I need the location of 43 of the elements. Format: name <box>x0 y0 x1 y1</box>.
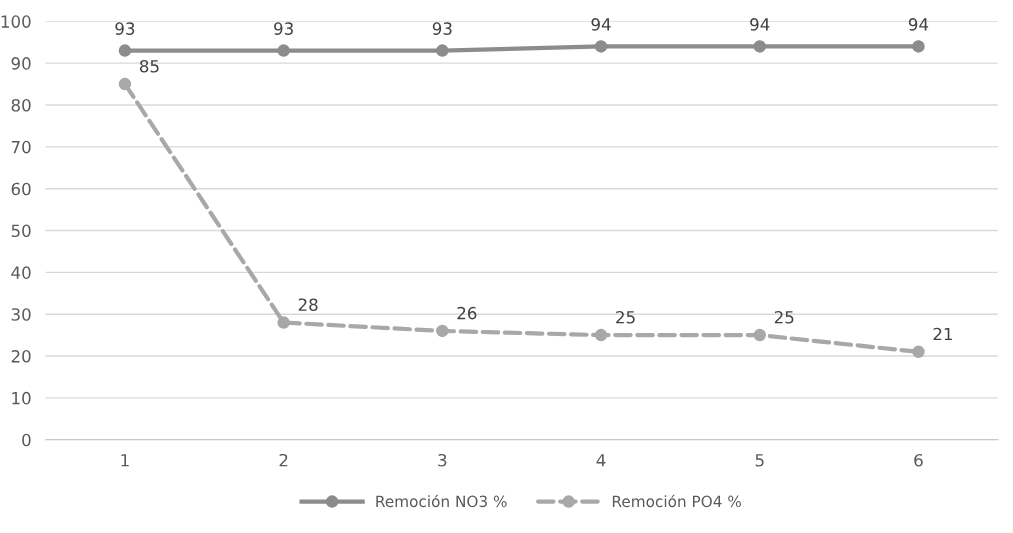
legend-label: Remoción NO3 % <box>376 494 507 508</box>
y-tick-label: 70 <box>11 140 31 154</box>
data-label: 94 <box>750 18 770 31</box>
point <box>912 345 925 359</box>
y-tick-label: 10 <box>12 391 31 405</box>
legend-label: Remoción PO4 % <box>612 494 741 508</box>
data-label: 85 <box>139 59 159 73</box>
data-label: 21 <box>933 327 953 341</box>
point <box>277 316 290 329</box>
point <box>118 44 132 57</box>
x-tick-label: 4 <box>596 454 606 467</box>
point <box>753 40 767 53</box>
y-tick-label: 90 <box>11 57 31 70</box>
y-tick-label: 30 <box>11 308 31 321</box>
y-tick-label: 0 <box>22 433 31 447</box>
point <box>594 328 608 342</box>
data-label: 93 <box>115 22 135 35</box>
y-tick-label: 60 <box>11 182 31 196</box>
data-label: 25 <box>616 310 635 324</box>
point <box>436 324 449 338</box>
x-tick-label: 2 <box>279 453 288 467</box>
data-label: 26 <box>457 306 477 320</box>
point <box>594 40 608 53</box>
data-label: 93 <box>274 22 293 35</box>
x-tick-label: 3 <box>438 453 447 467</box>
y-tick-label: 80 <box>11 98 31 112</box>
point <box>118 77 132 91</box>
data-label: 94 <box>908 18 929 31</box>
y-tick-label: 50 <box>11 224 31 238</box>
data-label: 28 <box>298 298 318 312</box>
x-tick-label: 5 <box>755 454 764 467</box>
x-tick-label: 1 <box>121 454 129 467</box>
data-label: 94 <box>591 18 611 31</box>
x-tick-label: 6 <box>914 453 923 467</box>
point <box>753 328 767 342</box>
y-tick-label: 100 <box>1 15 31 28</box>
y-tick-label: 40 <box>11 266 31 279</box>
y-tick-label: 20 <box>11 350 31 363</box>
point <box>436 44 449 57</box>
data-label: 93 <box>432 22 452 35</box>
data-label: 25 <box>774 310 794 324</box>
point <box>912 40 925 53</box>
point <box>277 44 290 57</box>
